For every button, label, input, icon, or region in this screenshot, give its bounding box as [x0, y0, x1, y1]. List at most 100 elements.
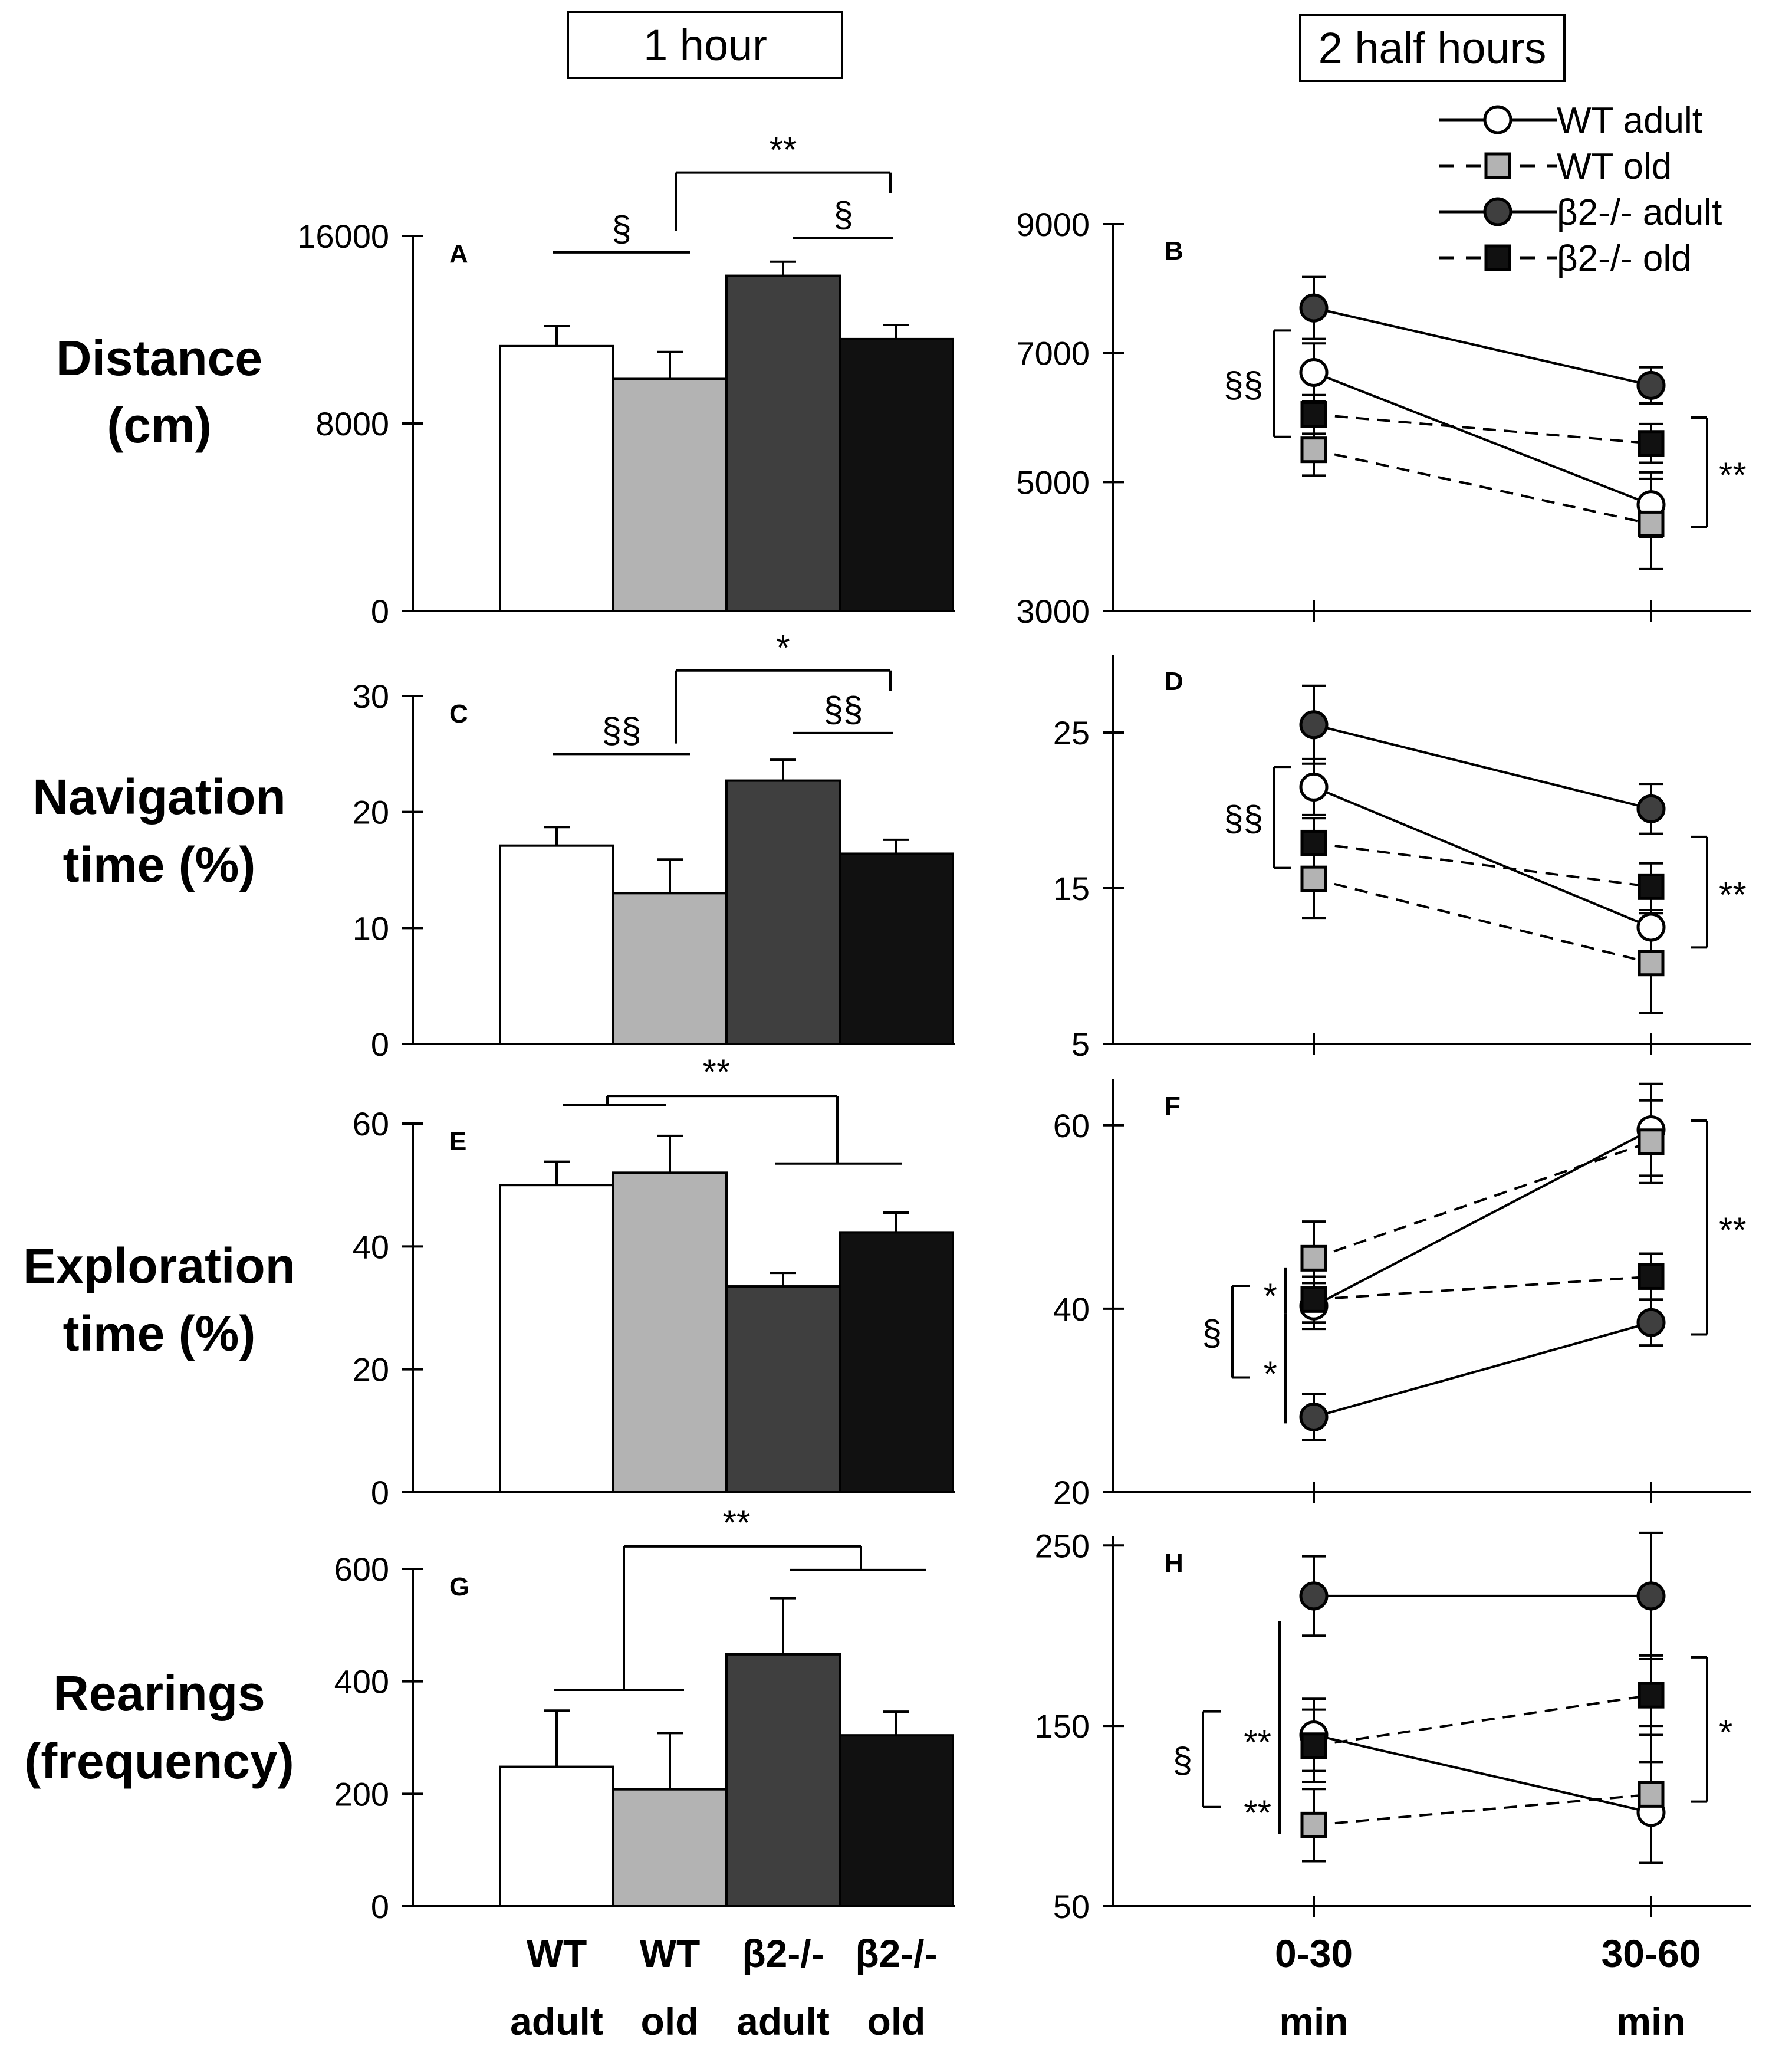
category-label: adult: [736, 1999, 830, 2043]
data-point: [1636, 370, 1666, 400]
legend-marker: [1483, 105, 1512, 134]
bar: [839, 337, 954, 613]
sig-label: **: [1719, 875, 1747, 915]
data-point: [1636, 794, 1666, 823]
series-line: [1313, 1128, 1652, 1307]
category-label: WT: [527, 1932, 587, 1975]
y-tick-label: 3000: [1016, 593, 1090, 630]
legend-label: WT old: [1557, 146, 1672, 187]
row-label: (cm): [107, 398, 211, 453]
y-tick-label: 40: [353, 1228, 389, 1265]
y-tick-label: 0: [371, 593, 389, 630]
y-tick-label: 20: [353, 1351, 389, 1388]
sig-label: §: [1173, 1741, 1192, 1780]
sig-label: §§: [602, 710, 642, 750]
sig-label: §§: [1224, 799, 1263, 838]
row-label: Exploration: [23, 1238, 295, 1293]
y-tick-label: 9000: [1016, 206, 1090, 243]
data-point: [1300, 1244, 1327, 1272]
data-point: [1300, 865, 1327, 892]
sig-label: §§: [1224, 365, 1263, 405]
data-point: [1638, 1263, 1665, 1290]
series-line: [1313, 842, 1652, 888]
data-point: [1638, 873, 1665, 900]
panel-letter: G: [449, 1572, 469, 1601]
bar: [725, 1653, 841, 1908]
y-tick-label: 20: [353, 794, 389, 831]
row-label: Distance: [56, 330, 262, 386]
sig-label: **: [1244, 1722, 1271, 1762]
sig-label: §: [833, 195, 853, 234]
y-tick-label: 30: [353, 678, 389, 715]
y-tick-label: 600: [334, 1551, 389, 1588]
row-label: time (%): [63, 1306, 256, 1361]
sig-label: §§: [824, 689, 863, 729]
panel-letter: C: [449, 700, 468, 728]
y-tick-label: 8000: [315, 405, 389, 442]
data-point: [1300, 401, 1327, 428]
panel-letter: B: [1165, 237, 1183, 265]
legend-label: β2-/- old: [1557, 238, 1692, 279]
panel-H: 50 150 250 H ** ** § *: [1035, 1527, 1751, 1925]
time-label: min: [1279, 1999, 1348, 2043]
data-point: [1300, 829, 1327, 856]
y-tick-label: 250: [1035, 1527, 1090, 1564]
bar: [839, 852, 954, 1045]
row-label: time (%): [63, 837, 256, 892]
panel-letter: D: [1165, 667, 1183, 696]
sig-label: *: [1264, 1354, 1277, 1394]
y-tick-label: 20: [1053, 1474, 1090, 1511]
panel-B: 3000 5000 7000 9000 B §§ **: [1016, 206, 1751, 630]
bar: [499, 1184, 614, 1493]
panel-D: 5 15 25 D §§ **: [1053, 655, 1751, 1063]
series-line: [1313, 723, 1652, 810]
series-line: [1313, 1321, 1652, 1418]
series-line: [1313, 371, 1652, 506]
category-label: WT: [640, 1932, 701, 1975]
data-point: [1299, 1581, 1329, 1611]
series-line: [1313, 1733, 1652, 1814]
y-tick-label: 50: [1053, 1888, 1090, 1925]
series-line: [1313, 307, 1652, 387]
data-point: [1638, 430, 1665, 457]
data-point: [1638, 1781, 1665, 1808]
sig-label: *: [1719, 1712, 1732, 1752]
series-line: [1313, 413, 1652, 445]
legend-label: β2-/- adult: [1557, 192, 1722, 233]
panel-A: 0 8000 16000 A § § **: [297, 130, 955, 630]
column-titles: 1 hour 2 half hours: [567, 11, 1566, 82]
y-tick-label: 60: [1053, 1107, 1090, 1144]
bar: [612, 892, 728, 1046]
data-point: [1636, 1308, 1666, 1337]
series-line: [1313, 1793, 1652, 1827]
legend-label: WT adult: [1557, 100, 1702, 141]
title-right: 2 half hours: [1318, 24, 1547, 73]
data-point: [1300, 1286, 1327, 1313]
y-tick-label: 16000: [297, 218, 389, 255]
panel-letter: F: [1165, 1092, 1181, 1121]
panel-C: 0 10 20 30 C §§ §§ *: [353, 628, 955, 1063]
data-point: [1299, 710, 1329, 740]
y-tick-label: 15: [1053, 870, 1090, 907]
data-point: [1300, 436, 1327, 464]
row-label: (frequency): [24, 1733, 294, 1789]
sig-label: **: [703, 1052, 731, 1092]
series-line: [1313, 448, 1652, 526]
y-tick-label: 0: [371, 1888, 389, 1925]
x-axis-labels: WT adult WT old β2-/- adult β2-/- old 0-30 min 30-…: [510, 1932, 1701, 2043]
y-tick-label: 0: [371, 1474, 389, 1511]
bar: [839, 1231, 954, 1493]
sig-label: **: [1719, 1210, 1747, 1250]
panel-letter: H: [1165, 1549, 1183, 1578]
data-point: [1300, 1732, 1327, 1759]
y-tick-label: 5000: [1016, 464, 1090, 501]
sig-label: **: [1719, 455, 1747, 495]
legend-marker: [1484, 244, 1511, 271]
data-point: [1638, 1682, 1665, 1709]
title-box-right: [1299, 14, 1566, 82]
panel-letter: E: [449, 1127, 466, 1156]
panel-E: 0 20 40 60 E **: [353, 1052, 955, 1511]
